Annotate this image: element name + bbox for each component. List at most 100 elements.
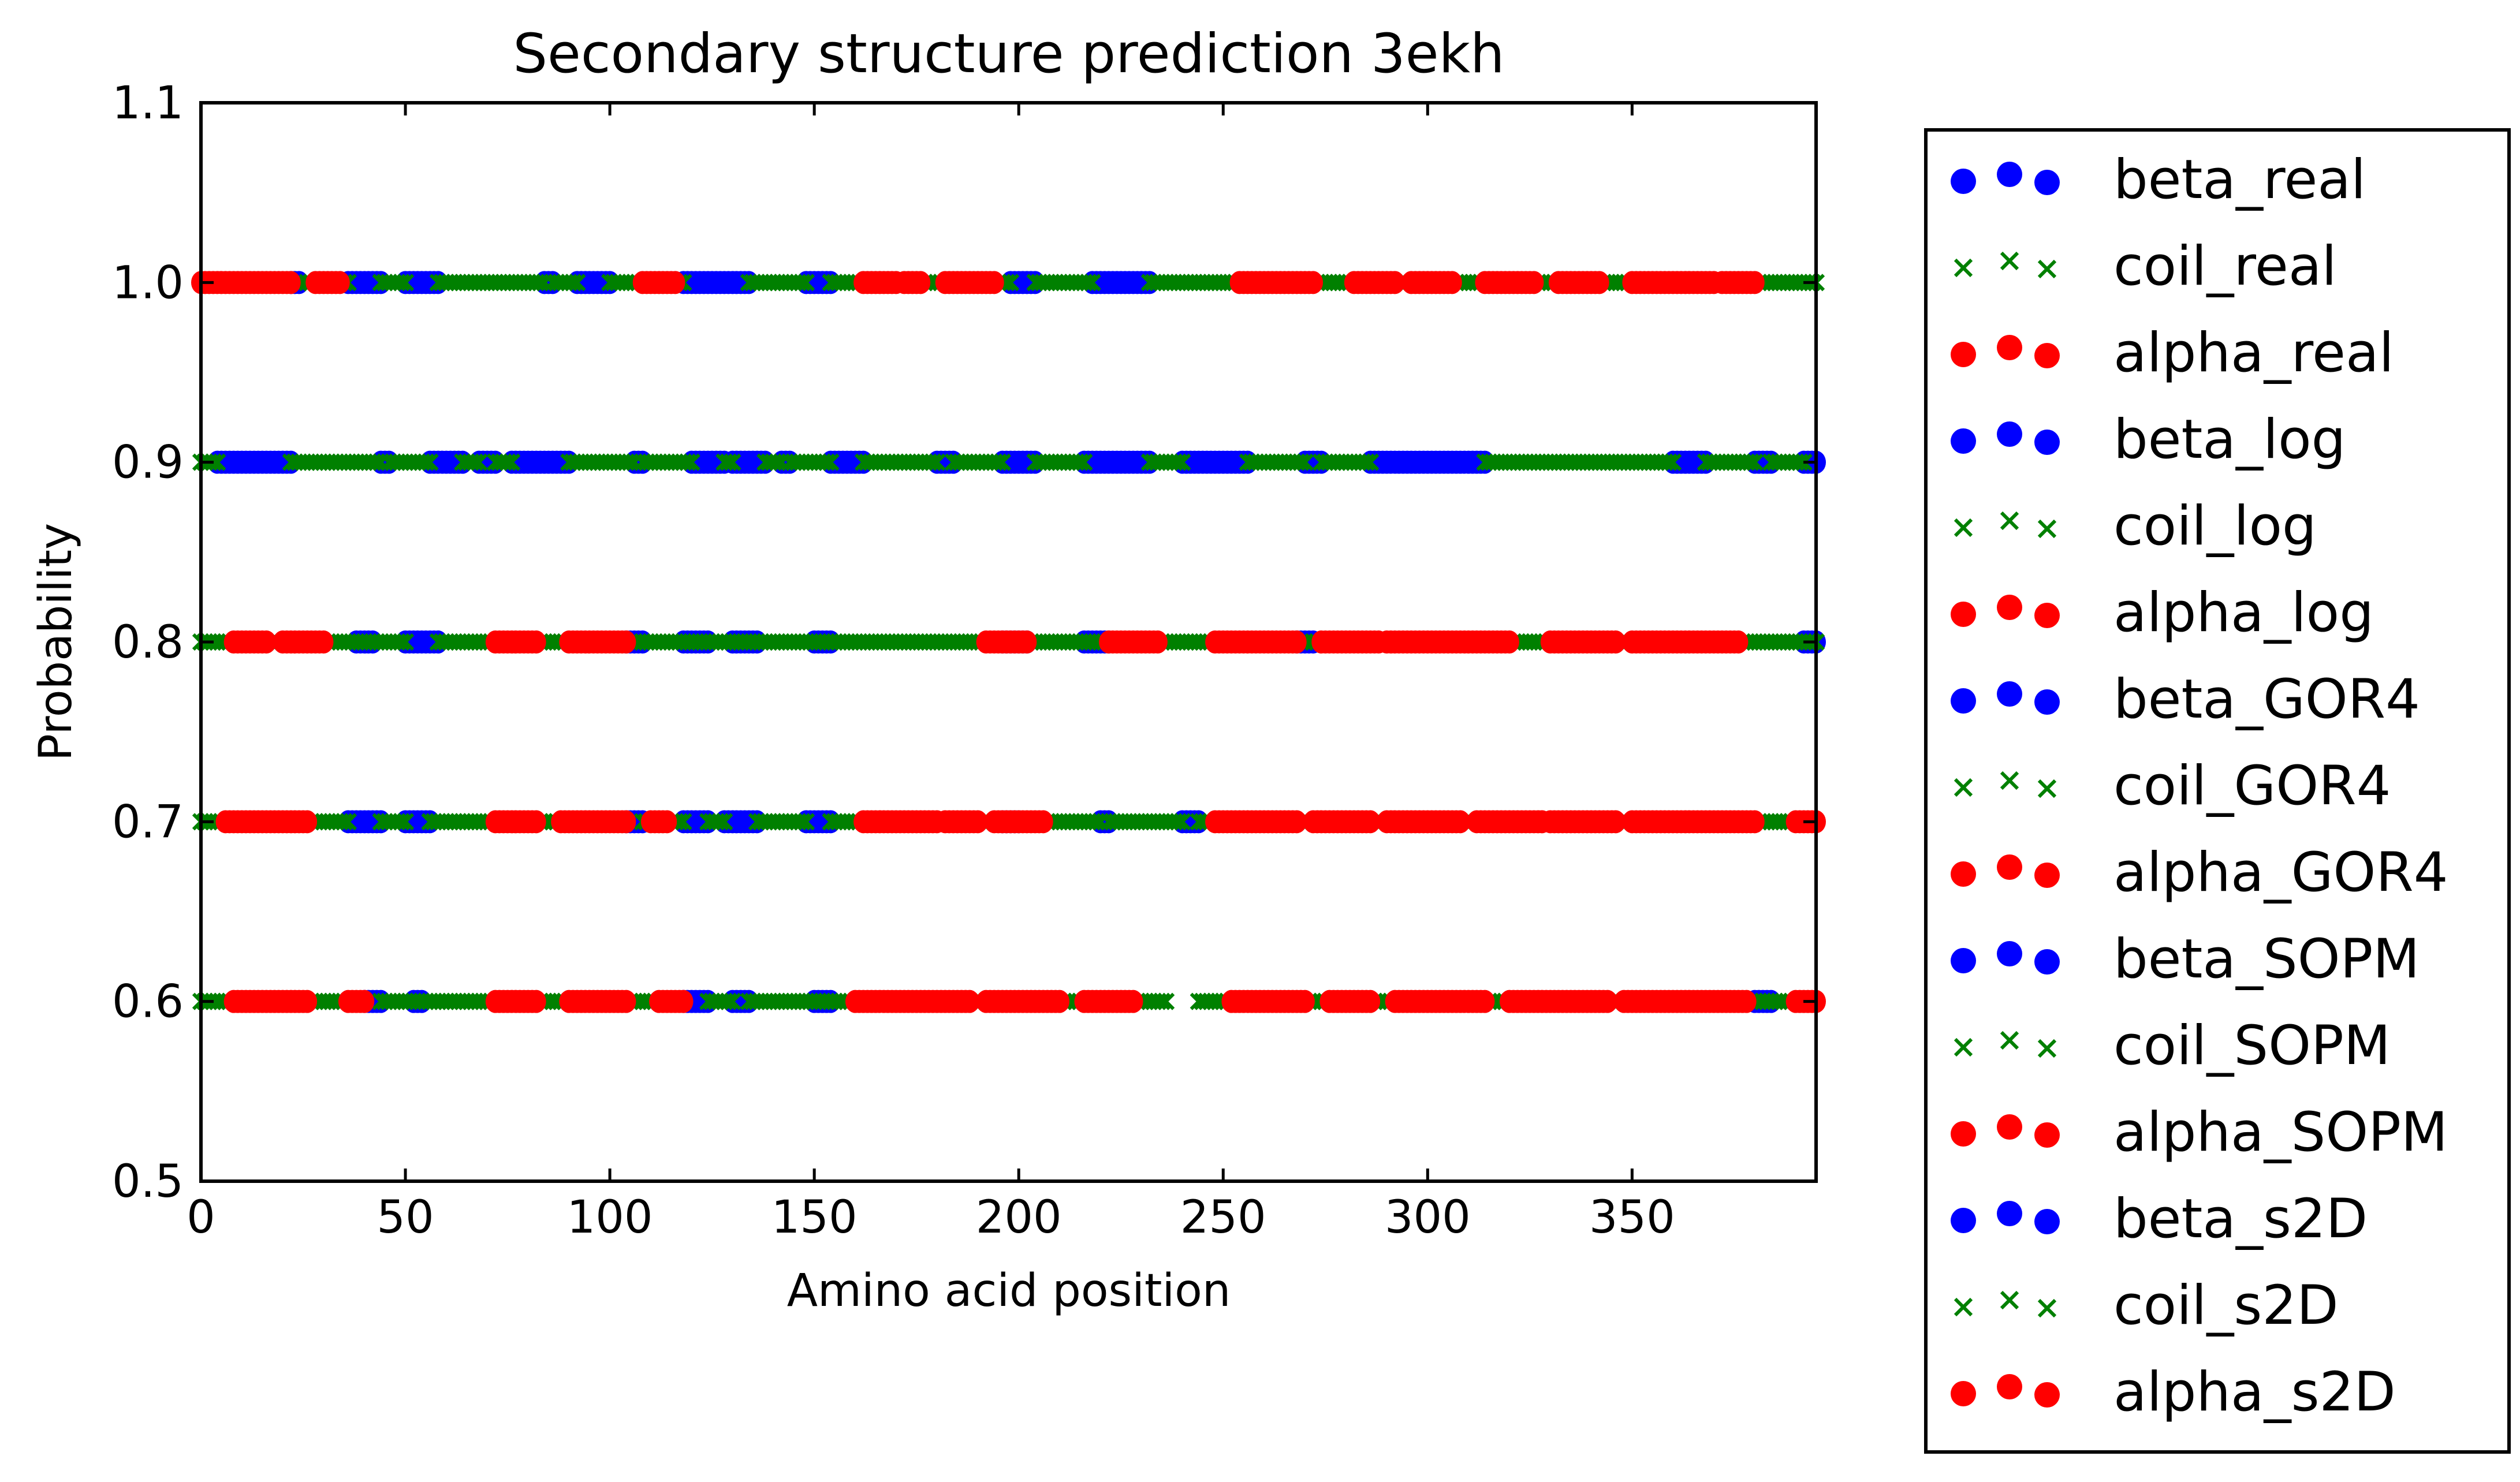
data-point <box>720 992 737 1010</box>
data-point <box>793 813 811 831</box>
data-point <box>822 453 840 471</box>
legend-marker <box>2034 1209 2060 1234</box>
data-point <box>526 990 546 1013</box>
data-point <box>281 271 301 294</box>
legend-marker <box>1954 518 1973 537</box>
legend-marker <box>1997 595 2022 620</box>
legend-entry: coil_SOPM <box>1954 1014 2391 1077</box>
legend-marker <box>2000 511 2019 531</box>
legend-marker <box>1951 342 1976 367</box>
data-point <box>924 453 942 471</box>
x-tick-label: 50 <box>376 1192 434 1244</box>
data-point <box>711 813 729 831</box>
legend-marker <box>1951 948 1976 973</box>
y-axis: 0.5 0.6 0.7 0.8 0.9 1.0 1.1 <box>112 77 1816 1208</box>
legend-marker <box>1997 1201 2022 1226</box>
plot-area <box>191 271 1826 1013</box>
data-point <box>1589 271 1609 294</box>
series-alpha_GOR4 <box>223 630 1749 654</box>
y-tick-label: 1.1 <box>112 77 184 129</box>
y-tick-label: 0.5 <box>112 1156 184 1208</box>
legend-marker <box>2034 1122 2060 1148</box>
data-point <box>355 990 375 1013</box>
data-point <box>1123 990 1143 1013</box>
data-point <box>1744 810 1765 834</box>
legend-marker <box>2000 1031 2019 1050</box>
chart-title: Secondary structure prediction 3ekh <box>513 23 1504 85</box>
series-alpha_s2D <box>223 990 1826 1013</box>
legend-marker <box>2037 259 2057 279</box>
legend-marker <box>2034 603 2060 628</box>
data-point <box>396 274 415 292</box>
data-point <box>396 813 415 831</box>
data-point <box>715 813 733 831</box>
legend-marker <box>1951 1208 1976 1233</box>
data-point <box>797 813 815 831</box>
data-point <box>1442 271 1462 294</box>
x-tick-label: 200 <box>976 1192 1062 1244</box>
series-alpha_SOPM <box>215 810 1826 834</box>
legend-label: coil_GOR4 <box>2113 755 2391 817</box>
legend-marker <box>2037 779 2057 798</box>
data-point <box>968 810 988 834</box>
x-tick-label: 100 <box>567 1192 653 1244</box>
legend-marker <box>2034 343 2060 368</box>
data-point <box>256 630 277 654</box>
data-point <box>526 810 546 834</box>
data-point <box>335 813 353 831</box>
data-point <box>960 990 980 1013</box>
series-coil_log <box>192 453 1813 471</box>
legend-marker <box>2034 430 2060 455</box>
data-point <box>1287 810 1307 834</box>
data-point <box>1664 453 1682 471</box>
legend-marker <box>1954 1297 1973 1317</box>
legend-marker <box>1951 861 1976 887</box>
legend-marker <box>2034 863 2060 888</box>
legend-marker <box>1951 602 1976 627</box>
data-point <box>1606 630 1626 654</box>
data-point <box>1033 810 1053 834</box>
data-point <box>616 990 636 1013</box>
legend-entry: beta_GOR4 <box>1951 668 2420 731</box>
data-point <box>1303 271 1324 294</box>
legend-marker <box>1997 681 2022 707</box>
legend-entry: coil_s2D <box>1954 1274 2339 1337</box>
legend-marker <box>1997 854 2022 880</box>
data-point <box>208 453 226 471</box>
data-point <box>1736 990 1757 1013</box>
legend-marker <box>2034 689 2060 715</box>
data-point <box>466 453 484 471</box>
series-alpha_real <box>191 271 1765 294</box>
x-tick-label: 0 <box>187 1192 215 1244</box>
y-tick-label: 0.9 <box>112 437 184 489</box>
data-point <box>470 453 488 471</box>
data-point <box>1153 992 1171 1010</box>
legend-marker <box>1954 778 1973 797</box>
data-point <box>1357 453 1375 471</box>
legend-marker <box>1997 941 2022 966</box>
data-point <box>314 630 334 654</box>
data-point <box>989 453 1007 471</box>
legend-entry: alpha_GOR4 <box>1951 841 2448 904</box>
legend-marker <box>1951 1121 1976 1147</box>
data-point <box>683 453 700 471</box>
data-point <box>1499 630 1519 654</box>
x-axis: 0 50 100 150 200 250 300 350 <box>187 103 1675 1244</box>
series-beta_real <box>281 271 1160 294</box>
data-point <box>1157 992 1175 1010</box>
data-point <box>1169 453 1187 471</box>
legend-entry: coil_real <box>1954 235 2337 298</box>
data-point <box>392 633 411 651</box>
data-point <box>657 810 677 834</box>
data-point <box>1296 453 1314 471</box>
data-point <box>1450 810 1470 834</box>
x-tick-label: 250 <box>1180 1192 1266 1244</box>
x-tick-label: 150 <box>771 1192 858 1244</box>
legend-marker <box>1951 169 1976 194</box>
data-point <box>1660 453 1678 471</box>
data-point <box>1744 271 1765 294</box>
data-point <box>984 271 1004 294</box>
data-point <box>1362 453 1380 471</box>
legend-label: beta_SOPM <box>2113 928 2420 991</box>
